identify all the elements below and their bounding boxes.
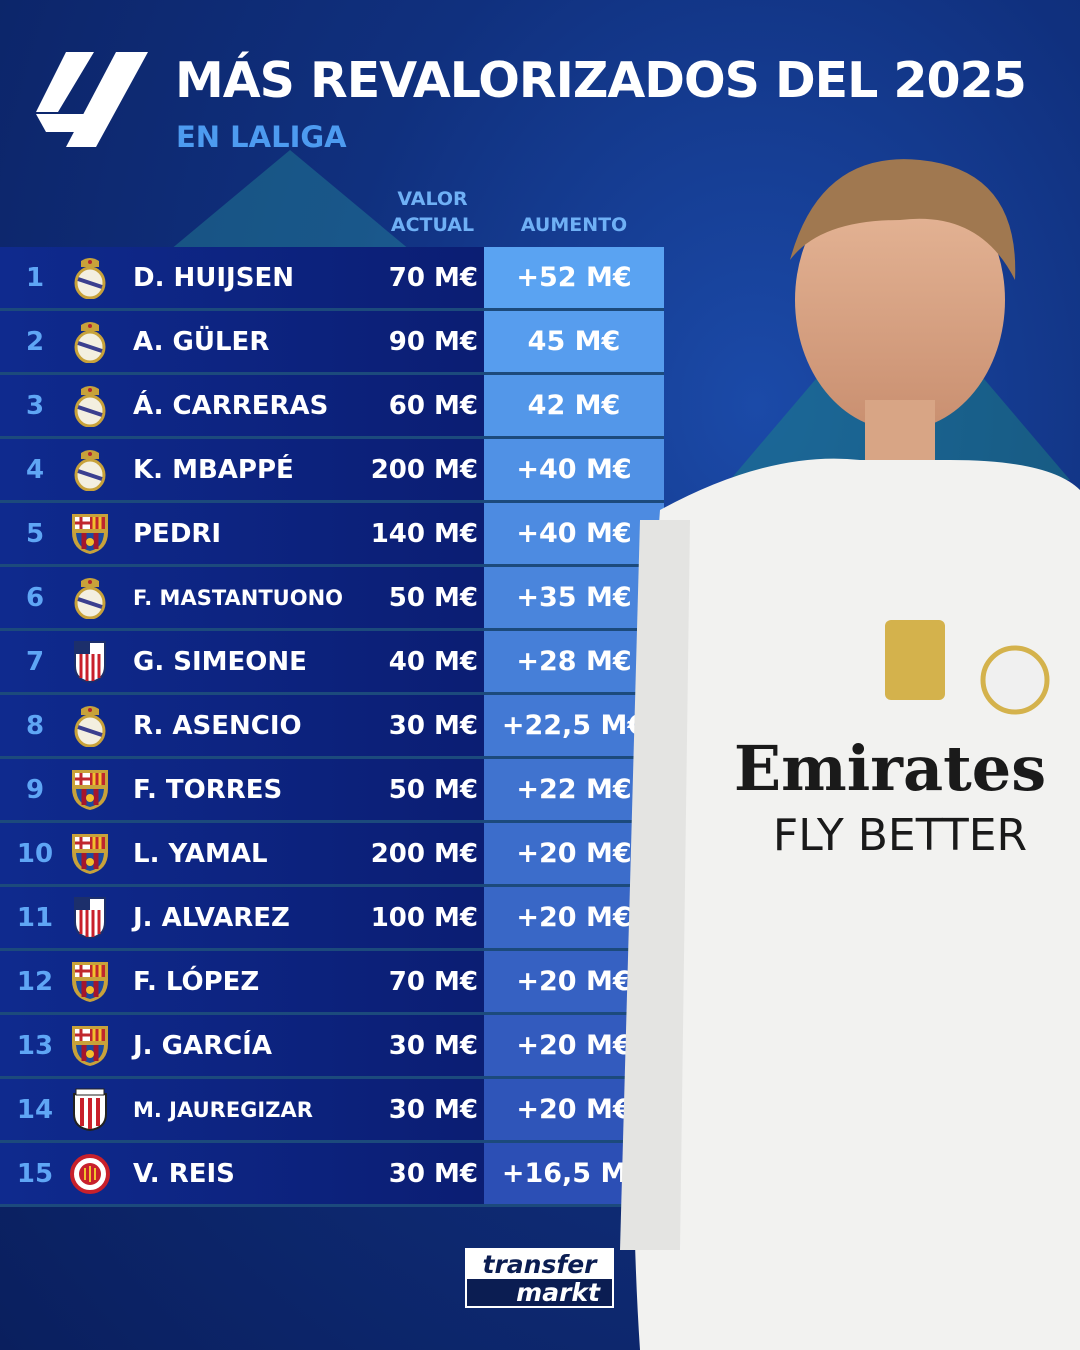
rank: 12: [16, 966, 54, 997]
rank: 14: [16, 1094, 54, 1125]
market-value: 200 M€: [370, 454, 478, 485]
real-madrid-crest-icon: [70, 576, 110, 620]
market-value: 140 M€: [370, 518, 478, 549]
rank: 3: [25, 390, 45, 421]
player-name: D. HUIJSEN: [133, 262, 294, 293]
player-name: L. YAMAL: [133, 838, 268, 869]
rank: 11: [16, 902, 54, 933]
value-increase: 45 M€: [484, 311, 664, 372]
brand-line2: markt: [516, 1278, 600, 1307]
value-increase: +40 M€: [484, 439, 664, 500]
table-row: 9 F. TORRES 50 M€ +22 M€: [0, 759, 664, 823]
barcelona-crest-icon: [70, 768, 110, 812]
barcelona-crest-icon: [70, 960, 110, 1004]
market-value: 30 M€: [388, 1094, 478, 1125]
table-row: 3 Á. CARRERAS 60 M€ 42 M€: [0, 375, 664, 439]
market-value: 70 M€: [388, 966, 478, 997]
real-madrid-crest-icon: [70, 256, 110, 300]
market-value: 90 M€: [388, 326, 478, 357]
rank: 4: [25, 454, 45, 485]
real-madrid-crest-icon: [70, 384, 110, 428]
market-value: 50 M€: [388, 774, 478, 805]
market-value: 50 M€: [388, 582, 478, 613]
ranking-table: 1 D. HUIJSEN 70 M€ +52 M€ 2 A. GÜLER 90 M…: [0, 247, 664, 1207]
table-row: 12 F. LÓPEZ 70 M€ +20 M€: [0, 951, 664, 1015]
rank: 15: [16, 1158, 54, 1189]
market-value: 30 M€: [388, 710, 478, 741]
column-header-value: VALOR ACTUAL: [380, 186, 485, 238]
rank: 9: [25, 774, 45, 805]
table-row: 10 L. YAMAL 200 M€ +20 M€: [0, 823, 664, 887]
market-value: 30 M€: [388, 1030, 478, 1061]
market-value: 70 M€: [388, 262, 478, 293]
value-increase: +35 M€: [484, 567, 664, 628]
player-name: F. TORRES: [133, 774, 283, 805]
rank: 13: [16, 1030, 54, 1061]
page-title: MÁS REVALORIZADOS DEL 2025: [175, 52, 1027, 109]
real-madrid-crest: [980, 645, 1050, 715]
barcelona-crest-icon: [70, 1024, 110, 1068]
table-row: 11 J. ALVAREZ 100 M€ +20 M€: [0, 887, 664, 951]
page-subtitle: EN LALIGA: [176, 120, 347, 154]
table-row: 5 PEDRI 140 M€ +40 M€: [0, 503, 664, 567]
background-shape: [170, 150, 410, 250]
player-name: J. GARCÍA: [133, 1030, 272, 1061]
value-increase: +52 M€: [484, 247, 664, 308]
girona-crest-icon: [70, 1152, 110, 1196]
market-value: 200 M€: [370, 838, 478, 869]
value-increase: +40 M€: [484, 503, 664, 564]
player-name: F. MASTANTUONO: [133, 585, 343, 610]
player-name: K. MBAPPÉ: [133, 454, 294, 485]
rank: 8: [25, 710, 45, 741]
market-value: 40 M€: [388, 646, 478, 677]
market-value: 60 M€: [388, 390, 478, 421]
shirt-sponsor-text: Emirates: [734, 732, 1046, 805]
column-header-value-line2: ACTUAL: [390, 214, 475, 236]
value-increase: 42 M€: [484, 375, 664, 436]
rank: 6: [25, 582, 45, 613]
table-row: 7 G. SIMEONE 40 M€ +28 M€: [0, 631, 664, 695]
column-header-increase: AUMENTO: [520, 214, 628, 236]
player-photo: Emirates FLY BETTER: [620, 159, 1080, 1350]
rank: 7: [25, 646, 45, 677]
player-name: Á. CARRERAS: [133, 390, 329, 421]
table-row: 13 J. GARCÍA 30 M€ +20 M€: [0, 1015, 664, 1079]
rank: 10: [16, 838, 54, 869]
athletic-club-crest-icon: [70, 1088, 110, 1132]
rank: 5: [25, 518, 45, 549]
brand-line1: transfer: [467, 1250, 612, 1279]
table-row: 14 M. JAUREGIZAR 30 M€ +20 M€: [0, 1079, 664, 1143]
real-madrid-crest-icon: [70, 320, 110, 364]
market-value: 100 M€: [370, 902, 478, 933]
laliga-logo: [36, 52, 148, 147]
player-name: G. SIMEONE: [133, 646, 307, 677]
barcelona-crest-icon: [70, 512, 110, 556]
table-row: 15 V. REIS 30 M€ +16,5 M€: [0, 1143, 664, 1207]
player-name: V. REIS: [133, 1158, 235, 1189]
real-madrid-crest-icon: [70, 448, 110, 492]
player-name: R. ASENCIO: [133, 710, 302, 741]
table-row: 2 A. GÜLER 90 M€ 45 M€: [0, 311, 664, 375]
player-name: M. JAUREGIZAR: [133, 1097, 313, 1122]
barcelona-crest-icon: [70, 832, 110, 876]
player-name: PEDRI: [133, 518, 222, 549]
player-name: F. LÓPEZ: [133, 966, 260, 997]
market-value: 30 M€: [388, 1158, 478, 1189]
column-header-value-line1: VALOR: [397, 188, 468, 210]
shirt-sponsor-text: FLY BETTER: [773, 810, 1027, 861]
real-madrid-crest-icon: [70, 704, 110, 748]
atletico-madrid-crest-icon: [70, 640, 110, 684]
atletico-madrid-crest-icon: [70, 896, 110, 940]
rank: 2: [25, 326, 45, 357]
world-champion-badge: [885, 620, 945, 700]
player-name: A. GÜLER: [133, 326, 270, 357]
table-row: 4 K. MBAPPÉ 200 M€ +40 M€: [0, 439, 664, 503]
transfermarkt-logo: transfer markt: [465, 1248, 614, 1308]
player-name: J. ALVAREZ: [133, 902, 290, 933]
table-row: 8 R. ASENCIO 30 M€ +22,5 M€: [0, 695, 664, 759]
rank: 1: [25, 262, 45, 293]
table-row: 1 D. HUIJSEN 70 M€ +52 M€: [0, 247, 664, 311]
value-increase: +28 M€: [484, 631, 664, 692]
table-row: 6 F. MASTANTUONO 50 M€ +35 M€: [0, 567, 664, 631]
